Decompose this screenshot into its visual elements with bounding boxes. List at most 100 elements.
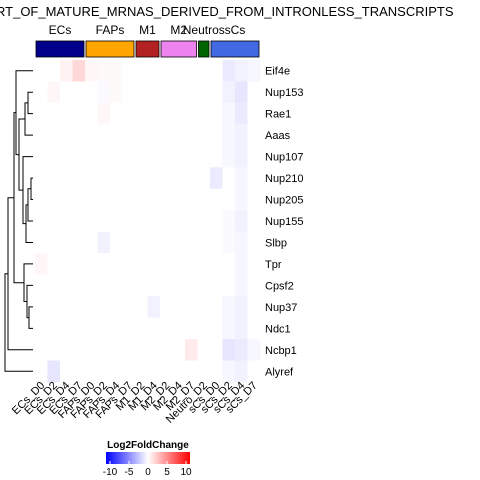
heatmap-cell [60, 124, 73, 147]
heatmap-cell [210, 339, 223, 361]
heatmap-cell [235, 188, 248, 211]
heatmap-cell [60, 81, 73, 104]
heatmap-cell [122, 124, 136, 147]
heatmap-cell [210, 274, 223, 297]
heatmap-cell [147, 339, 161, 361]
heatmap-cell [85, 102, 98, 125]
chart-title: RT_OF_MATURE_MRNAS_DERIVED_FROM_INTRONLE… [0, 4, 454, 19]
heatmap-cell [147, 102, 161, 125]
heatmap-cell [247, 124, 261, 147]
heatmap-cell [47, 145, 61, 168]
heatmap-cell [60, 339, 73, 361]
heatmap-cell [160, 102, 173, 125]
heatmap-cell [47, 124, 61, 147]
heatmap-cell [160, 231, 173, 254]
heatmap-cell [135, 188, 148, 211]
heatmap-cell [222, 60, 236, 82]
heatmap-cell [222, 210, 236, 233]
heatmap-cell [47, 253, 61, 276]
heatmap-cell [35, 210, 48, 233]
heatmap-cell [72, 339, 86, 361]
heatmap-cell [172, 210, 186, 233]
heatmap-cell [210, 124, 223, 147]
heatmap-cell [147, 145, 161, 168]
heatmap-cell [235, 102, 248, 125]
heatmap-cell [210, 253, 223, 276]
heatmap-cell [185, 60, 198, 82]
heatmap-cell [110, 210, 123, 233]
heatmap-cell [197, 167, 211, 190]
group-label: M1 [139, 23, 156, 37]
heatmap-cell [172, 188, 186, 211]
heatmap-cell [172, 145, 186, 168]
heatmap-cell [235, 124, 248, 147]
group-color-block [198, 40, 210, 58]
heatmap-cell [197, 231, 211, 254]
heatmap-cell [85, 60, 98, 82]
heatmap-cell [122, 274, 136, 297]
heatmap-cell [222, 231, 236, 254]
heatmap-cell [97, 188, 111, 211]
group-color-block [85, 40, 135, 58]
legend-ticks: -10 -5 0 5 10 [103, 461, 192, 478]
heatmap-cell [185, 274, 198, 297]
heatmap-cell [110, 360, 123, 383]
heatmap-cell [60, 60, 73, 82]
heatmap-cell [85, 296, 98, 318]
heatmap-cell [147, 317, 161, 340]
heatmap-cell [172, 124, 186, 147]
heatmap-cell [210, 210, 223, 233]
heatmap-cell [210, 296, 223, 318]
heatmap-cell [247, 188, 261, 211]
heatmap-cell [85, 210, 98, 233]
heatmap-cell [247, 81, 261, 104]
heatmap-cell [97, 210, 111, 233]
heatmap-cell [135, 231, 148, 254]
row-label: Nup205 [265, 195, 304, 207]
heatmap-cell [60, 102, 73, 125]
heatmap-cell [85, 124, 98, 147]
heatmap-cell [85, 360, 98, 383]
heatmap-cell [35, 81, 48, 104]
heatmap-cell [97, 317, 111, 340]
heatmap-cell [72, 188, 86, 211]
heatmap-cell [47, 60, 61, 82]
row-dendrogram [4, 70, 33, 372]
heatmap-cell [60, 253, 73, 276]
heatmap-cell [222, 339, 236, 361]
heatmap-cell [235, 145, 248, 168]
row-label: Nup155 [265, 216, 304, 228]
heatmap-cell [35, 188, 48, 211]
heatmap-cell [147, 81, 161, 104]
row-label: Nup210 [265, 173, 304, 185]
heatmap-cell [122, 339, 136, 361]
heatmap-cell [35, 231, 48, 254]
heatmap-cell [72, 360, 86, 383]
heatmap-cell [185, 81, 198, 104]
heatmap-cell [60, 274, 73, 297]
legend-color-bar [106, 452, 190, 464]
group-label: sCs [225, 23, 246, 37]
heatmap-cell [222, 274, 236, 297]
heatmap-cell [160, 360, 173, 383]
heatmap-cell [172, 296, 186, 318]
heatmap-cell [60, 231, 73, 254]
row-label: Cpsf2 [265, 280, 294, 292]
heatmap-cell [72, 81, 86, 104]
heatmap-cell [97, 253, 111, 276]
heatmap-cell [72, 102, 86, 125]
heatmap-cell [247, 339, 261, 361]
heatmap-cell [172, 102, 186, 125]
heatmap-cell [110, 317, 123, 340]
heatmap-cell [222, 81, 236, 104]
heatmap-cell [222, 102, 236, 125]
heatmap-cell [210, 145, 223, 168]
heatmap-cell [160, 296, 173, 318]
heatmap-cell [197, 339, 211, 361]
heatmap-cell [160, 167, 173, 190]
heatmap-cell [147, 231, 161, 254]
heatmap-cell [247, 210, 261, 233]
heatmap-cell [97, 102, 111, 125]
heatmap-cell [60, 317, 73, 340]
